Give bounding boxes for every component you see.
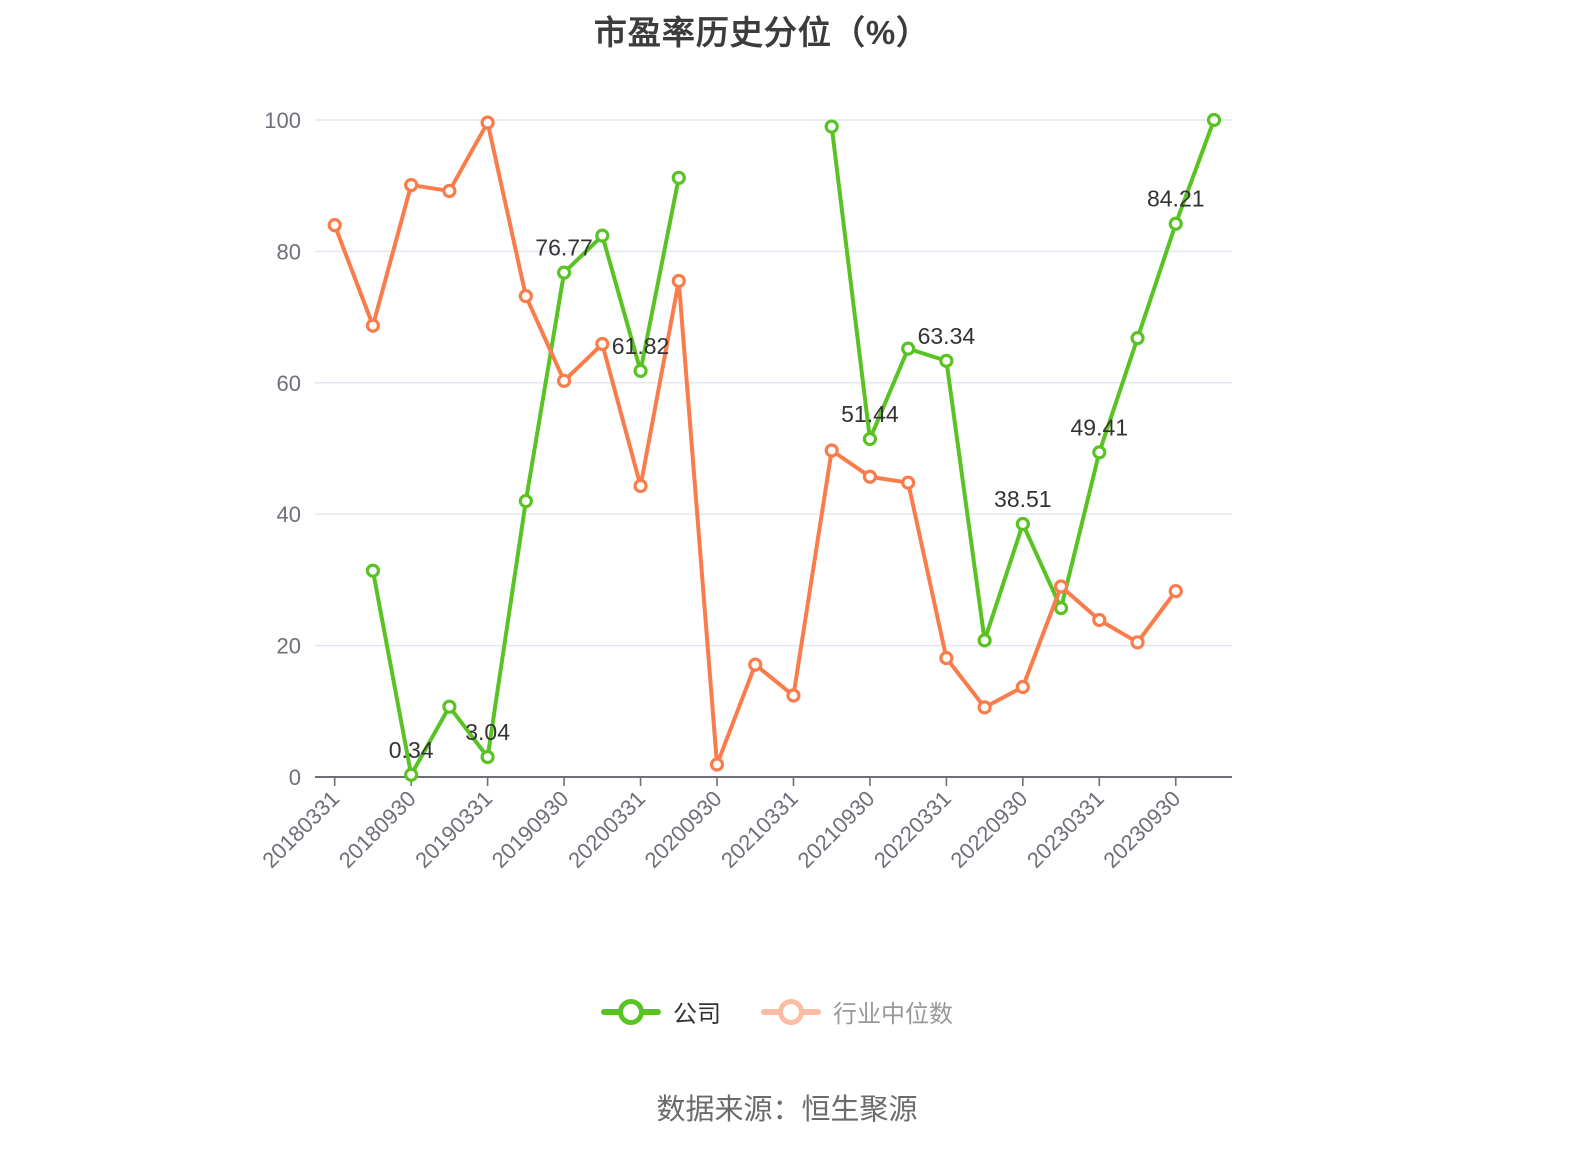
data-point-industry-median[interactable] [977,700,992,715]
data-point-industry-median[interactable] [748,657,763,672]
data-point-company[interactable] [595,228,610,243]
x-axis-label: 20220930 [945,786,1032,873]
data-point-company[interactable] [1053,601,1069,616]
data-point-company[interactable] [556,265,572,280]
legend-item-industry-median[interactable]: 行业中位数 [761,994,953,1029]
data-point-label: 38.51 [994,486,1052,512]
data-point-company[interactable] [518,493,533,509]
data-point-label: 63.34 [918,323,976,349]
x-axis-label: 20180930 [334,786,421,873]
x-axis-label: 20230930 [1098,786,1185,873]
data-point-industry-median[interactable] [786,688,801,703]
x-axis-label: 20200331 [563,786,650,873]
legend-label-company: 公司 [673,1001,721,1028]
data-point-company[interactable] [824,119,839,134]
y-axis-label: 20 [277,634,301,659]
data-point-industry-median[interactable] [442,183,457,199]
x-axis-label: 20220331 [869,786,956,873]
chart-title: 市盈率历史分位（%） [593,14,931,51]
data-point-industry-median[interactable] [327,218,342,233]
data-point-label: 61.82 [612,333,670,359]
data-point-industry-median[interactable] [1168,583,1183,599]
x-axis-label: 20190930 [487,786,574,873]
data-point-industry-median[interactable] [1130,635,1145,650]
legend-label-industry-median: 行业中位数 [833,1001,953,1028]
y-axis-label: 80 [277,239,301,264]
data-point-company[interactable] [480,749,495,765]
data-point-industry-median[interactable] [480,115,495,130]
data-point-label: 76.77 [535,235,593,261]
data-point-industry-median[interactable] [862,469,878,484]
data-point-industry-median[interactable] [1092,612,1107,628]
x-axis-label: 20210331 [716,786,803,873]
x-axis-label: 20190331 [410,786,497,873]
data-point-company[interactable] [442,699,457,714]
data-point-company[interactable] [404,767,419,782]
source-note: 数据来源：恒生聚源 [656,1094,918,1126]
data-point-industry-median[interactable] [709,757,725,772]
data-point-industry-median[interactable] [1053,579,1069,594]
y-axis-label: 40 [277,502,301,527]
data-point-industry-median[interactable] [518,288,533,304]
y-axis-label: 100 [264,108,301,133]
data-point-company[interactable] [1092,445,1107,460]
data-point-company[interactable] [633,363,648,378]
data-point-industry-median[interactable] [1015,679,1030,695]
x-axis-label: 20210930 [793,786,880,873]
data-point-label: 3.04 [465,719,510,745]
data-point-industry-median[interactable] [633,478,648,494]
x-axis-label: 20180331 [257,786,344,873]
data-point-industry-median[interactable] [671,273,686,289]
data-point-label: 84.21 [1147,186,1205,212]
data-point-company[interactable] [977,633,992,648]
data-point-industry-median[interactable] [556,373,572,388]
company-line-marker-icon [601,998,661,1025]
industry-median-line-marker-icon [761,998,821,1025]
data-point-industry-median[interactable] [901,475,916,490]
data-point-label: 51.44 [841,401,899,427]
data-point-company[interactable] [901,341,916,356]
series-line-company [370,175,681,777]
data-point-label: 49.41 [1071,414,1129,440]
y-axis-label: 60 [277,371,301,396]
data-point-company[interactable] [671,170,686,185]
data-point-company[interactable] [1130,331,1145,346]
legend-item-company[interactable]: 公司 [601,994,721,1029]
data-point-company[interactable] [862,431,878,447]
x-axis-label: 20200930 [640,786,727,873]
data-point-industry-median[interactable] [404,177,419,193]
data-point-industry-median[interactable] [824,443,839,458]
legend: 公司 行业中位数 [0,994,1554,1029]
data-point-label: 0.34 [389,737,434,763]
x-axis-label: 20230331 [1022,786,1109,873]
data-point-industry-median[interactable] [365,318,381,333]
data-point-company[interactable] [939,353,954,368]
y-axis-label: 0 [289,765,301,790]
data-point-company[interactable] [1168,216,1183,231]
data-point-company[interactable] [365,563,381,578]
data-point-company[interactable] [1206,112,1222,128]
data-point-company[interactable] [1015,516,1030,532]
data-point-industry-median[interactable] [595,336,610,352]
data-point-industry-median[interactable] [939,650,954,666]
